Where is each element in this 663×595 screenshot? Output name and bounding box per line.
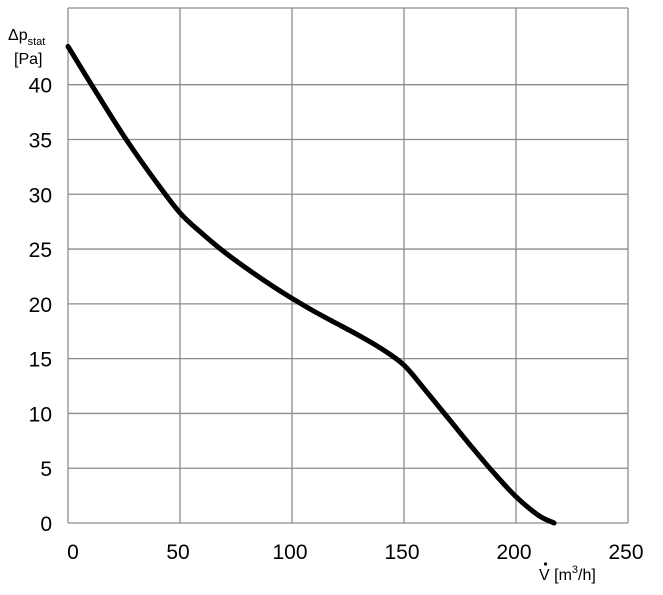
x-axis-label: V [m3/h]	[539, 564, 596, 584]
x-tick-label-100: 100	[272, 541, 307, 564]
y-axis-subscript: stat	[28, 36, 46, 48]
x-axis-symbol-dot	[543, 562, 548, 566]
x-tick-labels: 0 50 100 150 200 250	[67, 541, 643, 564]
y-tick-label-0: 0	[40, 513, 52, 536]
x-tick-label-150: 150	[384, 541, 419, 564]
y-tick-label-40: 40	[29, 75, 52, 98]
y-tick-labels: 0 5 10 15 20 25 30 35 40	[29, 75, 52, 536]
y-axis-unit: [Pa]	[14, 51, 42, 68]
x-tick-label-0: 0	[67, 541, 79, 564]
y-axis-label: Δpstat	[8, 27, 45, 48]
y-tick-label-10: 10	[29, 403, 52, 426]
pressure-curve-line-0	[65, 43, 557, 526]
y-tick-label-5: 5	[40, 458, 52, 481]
y-tick-label-30: 30	[29, 184, 52, 207]
y-axis-symbol: Δp	[8, 27, 28, 44]
y-tick-label-15: 15	[29, 349, 52, 372]
x-tick-label-250: 250	[608, 541, 643, 564]
x-axis-unit-open: [m	[550, 567, 572, 584]
x-axis-unit-sup: 3	[572, 564, 578, 576]
horizontal-grid-lines	[68, 7, 628, 524]
y-tick-label-25: 25	[29, 239, 52, 262]
x-tick-label-200: 200	[496, 541, 531, 564]
vertical-grid-lines	[67, 8, 629, 523]
x-tick-label-50: 50	[166, 541, 189, 564]
x-axis-symbol: V	[539, 567, 550, 584]
x-axis-unit-close: /h]	[578, 567, 596, 584]
y-tick-label-35: 35	[29, 129, 52, 152]
data-series	[65, 43, 557, 526]
y-tick-label-20: 20	[29, 294, 52, 317]
